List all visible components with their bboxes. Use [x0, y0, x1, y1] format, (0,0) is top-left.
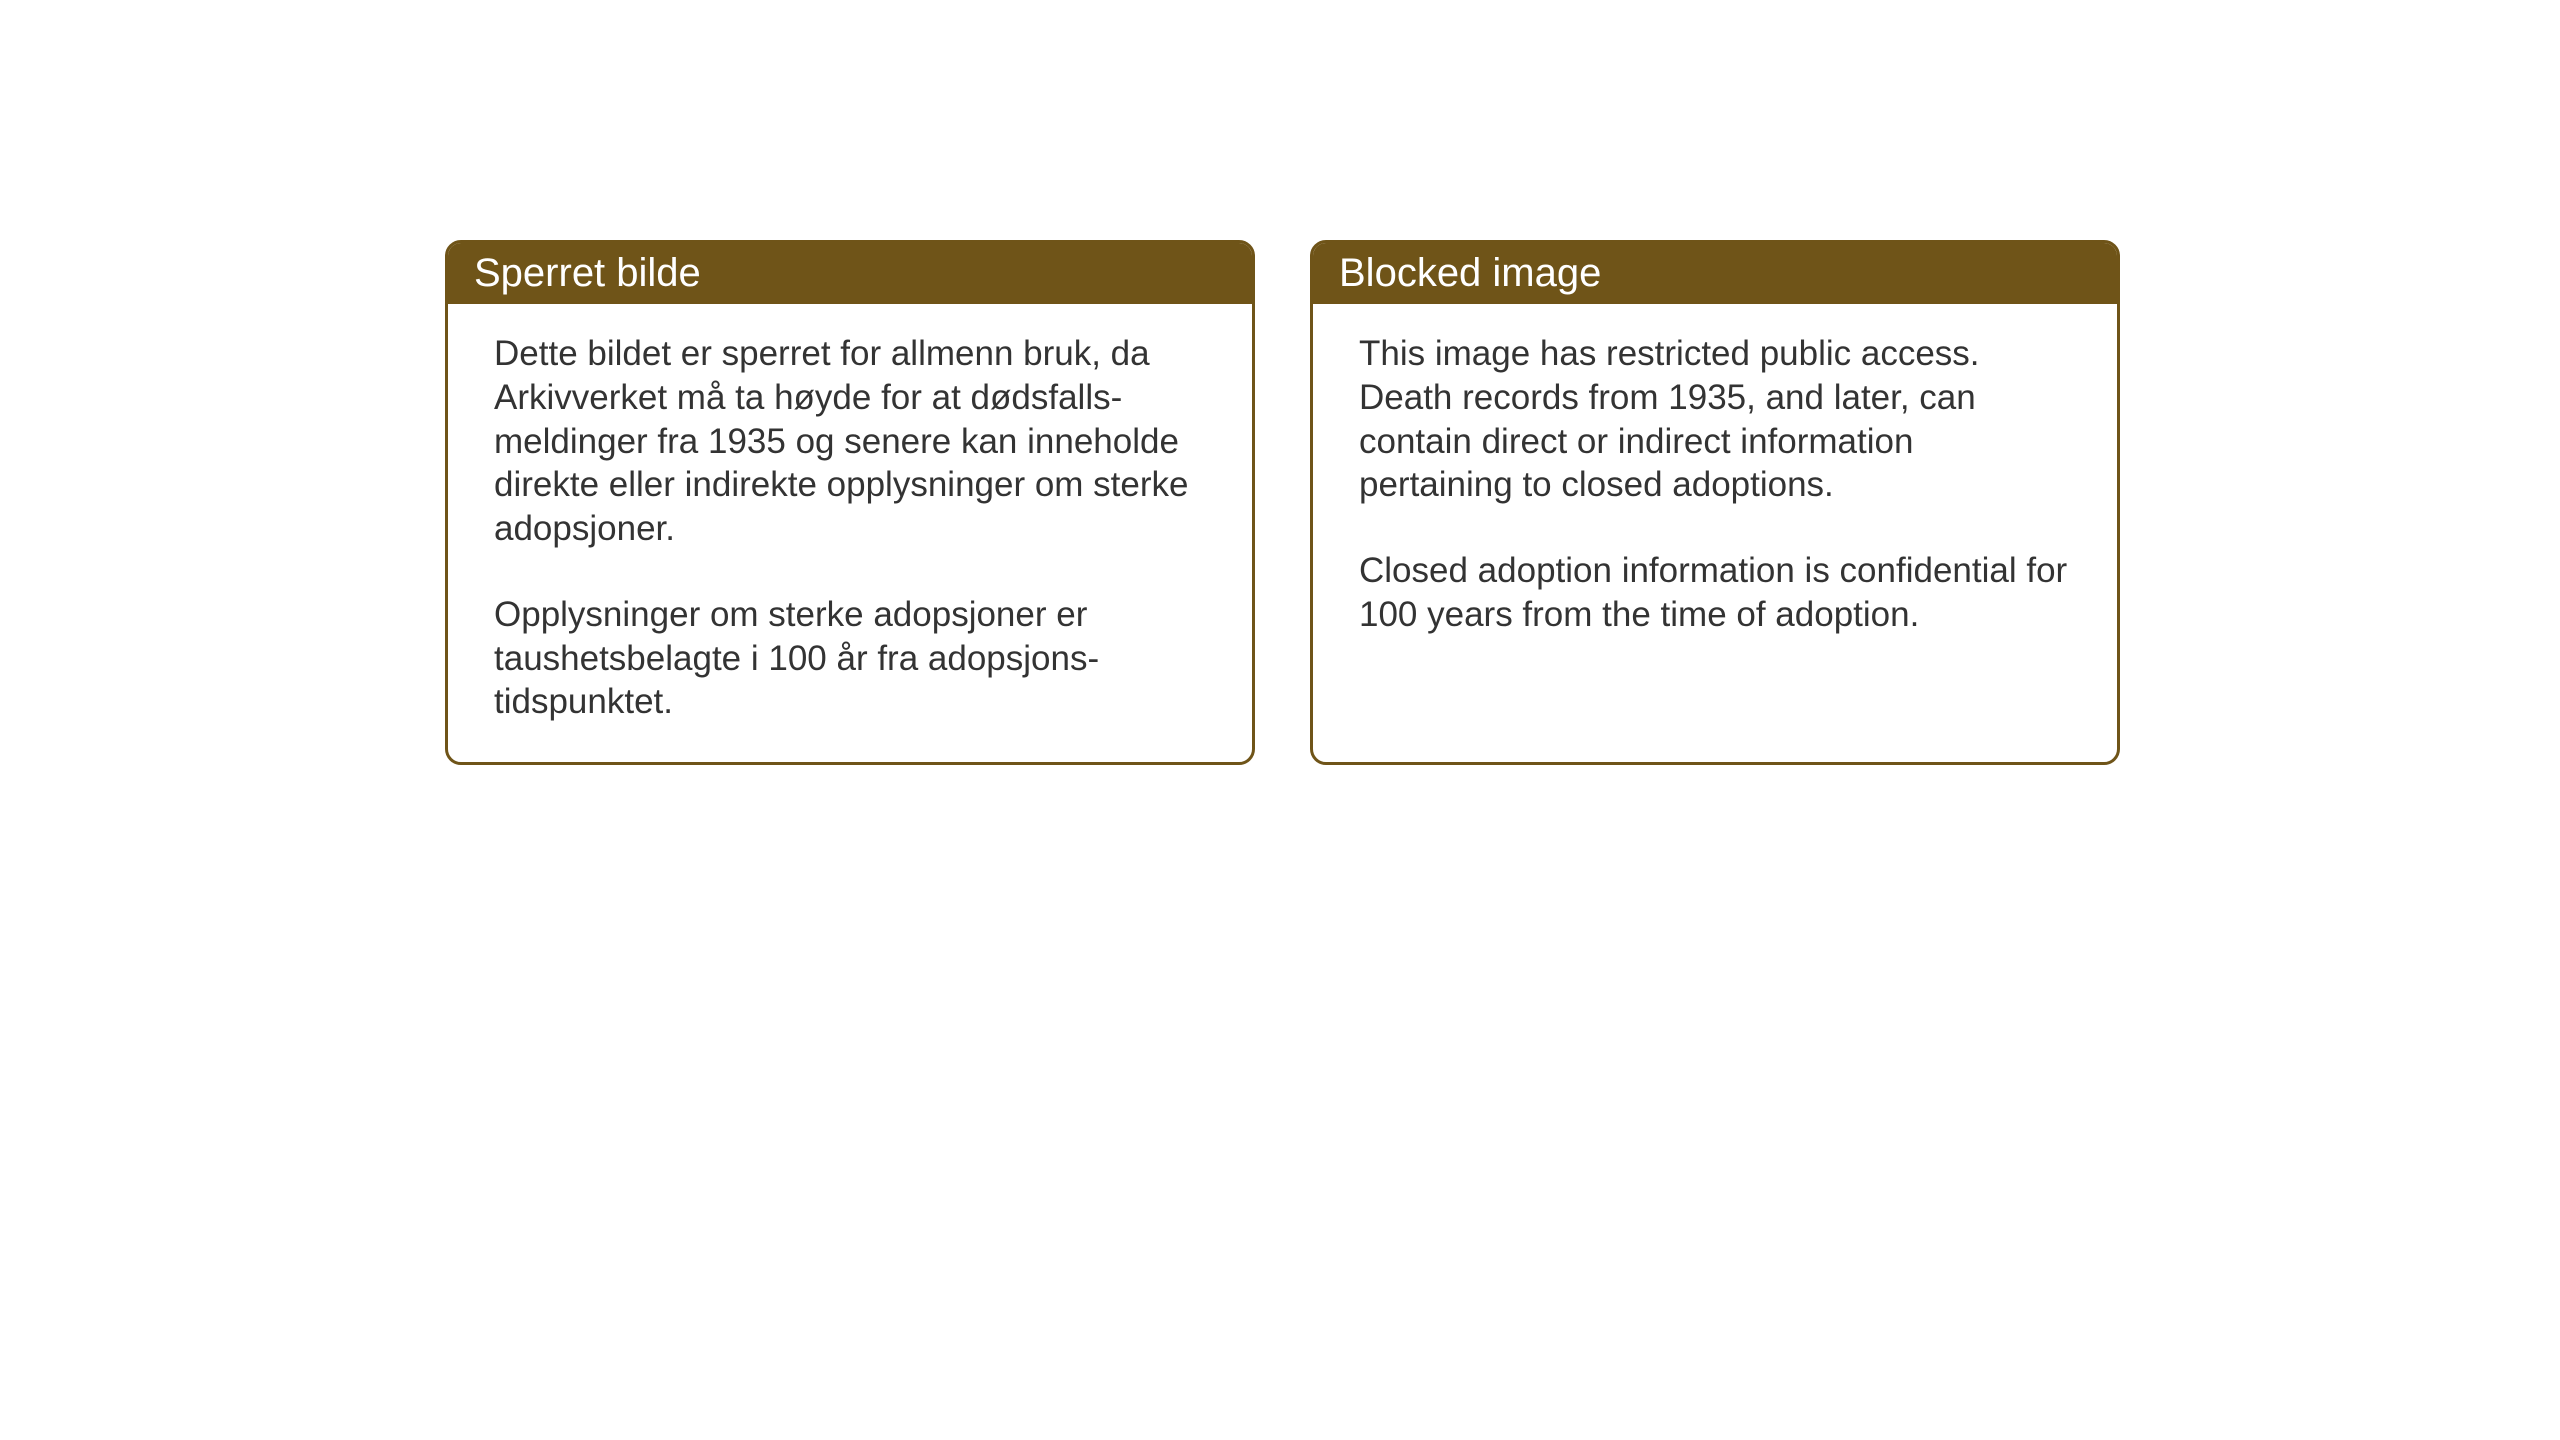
- notice-paragraph-1-english: This image has restricted public access.…: [1359, 332, 2071, 507]
- notice-body-norwegian: Dette bildet er sperret for allmenn bruk…: [448, 304, 1252, 762]
- notice-box-english: Blocked image This image has restricted …: [1310, 240, 2120, 765]
- notice-body-english: This image has restricted public access.…: [1313, 304, 2117, 744]
- notice-box-norwegian: Sperret bilde Dette bildet er sperret fo…: [445, 240, 1255, 765]
- notice-header-english: Blocked image: [1313, 243, 2117, 304]
- notice-title-english: Blocked image: [1339, 251, 1601, 295]
- notice-header-norwegian: Sperret bilde: [448, 243, 1252, 304]
- notice-container: Sperret bilde Dette bildet er sperret fo…: [445, 240, 2120, 765]
- notice-paragraph-1-norwegian: Dette bildet er sperret for allmenn bruk…: [494, 332, 1206, 551]
- notice-paragraph-2-norwegian: Opplysninger om sterke adopsjoner er tau…: [494, 593, 1206, 724]
- notice-paragraph-2-english: Closed adoption information is confident…: [1359, 549, 2071, 637]
- notice-title-norwegian: Sperret bilde: [474, 251, 701, 295]
